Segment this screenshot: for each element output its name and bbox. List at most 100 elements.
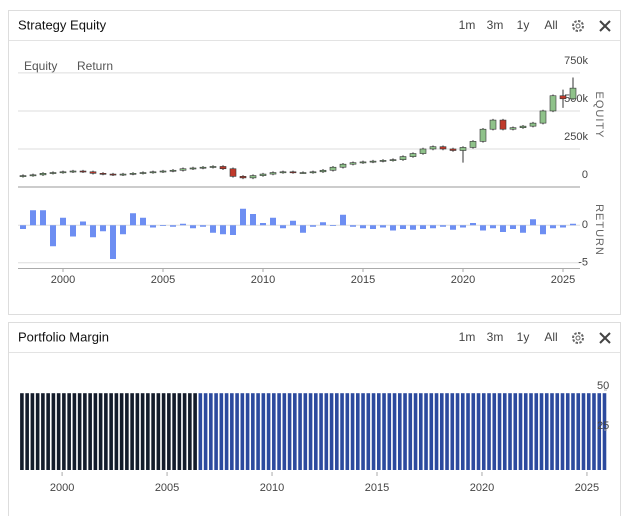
margin-bar	[371, 393, 376, 470]
margin-bar	[83, 393, 87, 470]
candle-body	[549, 95, 557, 112]
margin-bar	[586, 393, 591, 470]
margin-bar	[135, 393, 140, 470]
candle-body	[559, 95, 567, 100]
y-tick-label: 750k	[564, 55, 588, 67]
candle-body	[489, 119, 497, 130]
margin-bar	[172, 393, 176, 470]
return-bar	[140, 217, 146, 226]
candle-body	[169, 169, 177, 172]
panel-title: Strategy Equity	[18, 17, 107, 32]
margin-bar	[256, 393, 260, 470]
candle-body	[419, 148, 427, 154]
return-bar	[430, 225, 436, 229]
return-bar	[240, 208, 246, 226]
candle-body	[439, 146, 447, 150]
margin-bar	[114, 393, 119, 470]
range-button[interactable]: All	[544, 18, 557, 32]
return-bar	[330, 225, 336, 226]
range-button[interactable]: All	[544, 330, 557, 344]
candle-body	[519, 125, 527, 128]
return-bar	[500, 225, 506, 232]
tab[interactable]: Return	[77, 59, 113, 73]
return-bar	[100, 225, 106, 232]
margin-bar	[387, 393, 392, 470]
close-icon[interactable]	[599, 332, 611, 344]
margin-bar	[471, 393, 476, 470]
candle-body	[539, 110, 547, 124]
margin-bar	[193, 393, 197, 470]
range-button[interactable]: 3m	[487, 330, 504, 344]
margin-bar	[581, 393, 586, 470]
tab[interactable]: Equity	[24, 59, 57, 73]
return-bar	[230, 225, 236, 235]
gear[interactable]	[572, 332, 584, 344]
range-button[interactable]: 3m	[487, 18, 504, 32]
margin-bar	[56, 393, 61, 470]
return-bar	[50, 225, 56, 247]
candle-body	[309, 171, 317, 174]
return-bar	[70, 225, 76, 237]
x-tick-label: 2000	[50, 482, 74, 494]
candle-body	[379, 160, 387, 162]
margin-bar	[140, 393, 145, 470]
margin-bar	[481, 393, 486, 470]
margin-bar	[329, 393, 334, 470]
margin-bar	[303, 393, 308, 470]
margin-bar	[125, 393, 129, 470]
margin-bar	[508, 393, 512, 470]
range-button[interactable]: 1m	[459, 330, 476, 344]
x-tick-label: 2005	[155, 482, 179, 494]
close-icon[interactable]	[599, 20, 611, 32]
candle-body	[149, 171, 157, 174]
margin-bar	[224, 393, 229, 470]
margin-bar	[602, 393, 607, 470]
gear-hub[interactable]	[575, 335, 581, 341]
candle-body	[339, 163, 347, 168]
candle-body	[289, 171, 297, 174]
return-bar	[550, 225, 556, 229]
return-bar	[340, 214, 346, 226]
margin-bar	[214, 393, 218, 470]
return-bar	[310, 225, 316, 227]
margin-bar	[235, 393, 239, 470]
margin-bar	[497, 393, 502, 470]
margin-bar	[298, 393, 302, 470]
margin-bar	[424, 393, 428, 470]
candle-body	[459, 147, 467, 151]
candle-body	[349, 162, 357, 165]
return-bar	[460, 225, 466, 228]
margin-bar	[550, 393, 554, 470]
margin-bar	[62, 393, 66, 470]
margin-bar	[314, 393, 318, 470]
margin-bar	[366, 393, 371, 470]
candle-body	[499, 119, 507, 130]
margin-bar	[104, 393, 108, 470]
return-bar	[370, 225, 376, 229]
x-tick-label: 2015	[351, 274, 375, 286]
settings-icon[interactable]	[572, 20, 584, 32]
axis-label: RETURN	[593, 204, 605, 256]
range-button[interactable]: 1m	[459, 18, 476, 32]
equity-panel	[8, 10, 621, 315]
candle-body	[259, 173, 267, 176]
y-tick-label: 250k	[564, 131, 588, 143]
panel-title: Portfolio Margin	[18, 329, 109, 344]
candle-body	[359, 161, 367, 164]
x-tick-label: 2005	[151, 274, 175, 286]
return-bar	[220, 225, 226, 235]
margin-bar	[502, 393, 507, 470]
margin-bar	[72, 393, 77, 470]
margin-bar	[350, 393, 355, 470]
margin-bar	[67, 393, 71, 470]
margin-bar	[492, 393, 497, 470]
range-button[interactable]: 1y	[517, 330, 530, 344]
y-tick-label: 500k	[564, 93, 588, 105]
gear-hub[interactable]	[575, 23, 581, 29]
range-button[interactable]: 1y	[517, 18, 530, 32]
gear[interactable]	[572, 20, 584, 32]
margin-bar	[345, 393, 350, 470]
margin-bar	[30, 393, 35, 470]
margin-bar	[592, 393, 596, 470]
settings-icon[interactable]	[572, 332, 584, 344]
